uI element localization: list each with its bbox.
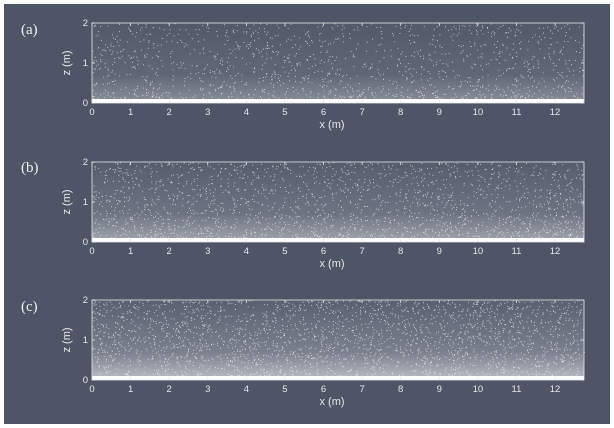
x-tick-label: 9: [437, 384, 442, 395]
y-tick-label: 0: [83, 98, 88, 109]
y-tick-label: 0: [83, 375, 88, 386]
particle-haze: [92, 300, 584, 380]
y-tick-label: 1: [83, 58, 88, 69]
x-tick-label: 10: [473, 384, 484, 395]
x-tick-label: 2: [167, 107, 172, 118]
x-tick-label: 4: [244, 246, 249, 257]
x-axis-title: x (m): [319, 396, 344, 408]
x-tick-label: 9: [437, 107, 442, 118]
x-axis-title: x (m): [319, 258, 344, 270]
y-tick-label: 2: [83, 157, 88, 168]
bed-layer: [92, 238, 584, 242]
y-tick-label: 1: [83, 335, 88, 346]
x-tick-label: 0: [89, 246, 94, 257]
x-tick-label: 1: [128, 246, 133, 257]
x-tick-label: 5: [282, 384, 287, 395]
x-tick-label: 10: [473, 107, 484, 118]
x-tick-label: 12: [550, 107, 561, 118]
bed-layer: [92, 99, 584, 103]
y-axis-title: z (m): [61, 327, 73, 352]
x-axis-title: x (m): [319, 119, 344, 131]
x-tick-label: 0: [89, 107, 94, 118]
x-tick-label: 7: [359, 246, 364, 257]
figure: 0 1 2 3 4 5 6 7 8 9 10 11 12 0 1 2 x (m) z (m) (a) 0 1 2 3 4 5 6 7…: [4, 4, 610, 424]
particle-haze: [92, 23, 584, 103]
x-tick-label: 1: [128, 384, 133, 395]
x-tick-label: 8: [398, 246, 403, 257]
x-tick-label: 5: [282, 246, 287, 257]
bed-layer: [92, 376, 584, 380]
y-tick-label: 2: [83, 295, 88, 306]
x-tick-label: 7: [359, 384, 364, 395]
y-axis-title: z (m): [61, 50, 73, 75]
x-tick-label: 0: [89, 384, 94, 395]
panel-label: (c): [21, 299, 38, 315]
x-tick-label: 11: [512, 246, 522, 257]
particle-field: [92, 23, 585, 100]
x-tick-label: 4: [244, 384, 249, 395]
x-tick-label: 10: [473, 246, 484, 257]
y-tick-label: 2: [83, 18, 88, 29]
x-tick-label: 8: [398, 107, 403, 118]
x-tick-label: 3: [205, 246, 210, 257]
x-tick-label: 3: [205, 384, 210, 395]
x-tick-label: 2: [167, 384, 172, 395]
panel-label: (a): [21, 22, 38, 38]
x-tick-label: 1: [128, 107, 133, 118]
x-tick-label: 4: [244, 107, 249, 118]
y-axis-title: z (m): [61, 189, 73, 214]
x-tick-label: 6: [321, 246, 326, 257]
x-tick-label: 3: [205, 107, 210, 118]
x-tick-label: 6: [321, 107, 326, 118]
y-tick-label: 0: [83, 237, 88, 248]
x-tick-label: 5: [282, 107, 287, 118]
x-tick-label: 11: [512, 107, 522, 118]
y-tick-label: 1: [83, 197, 88, 208]
x-tick-label: 7: [359, 107, 364, 118]
x-tick-label: 2: [167, 246, 172, 257]
x-tick-label: 6: [321, 384, 326, 395]
particle-haze: [92, 162, 584, 242]
x-tick-label: 12: [550, 246, 561, 257]
x-tick-label: 11: [512, 384, 522, 395]
panel-label: (b): [21, 160, 39, 176]
x-tick-label: 8: [398, 384, 403, 395]
x-tick-label: 12: [550, 384, 561, 395]
x-tick-label: 9: [437, 246, 442, 257]
